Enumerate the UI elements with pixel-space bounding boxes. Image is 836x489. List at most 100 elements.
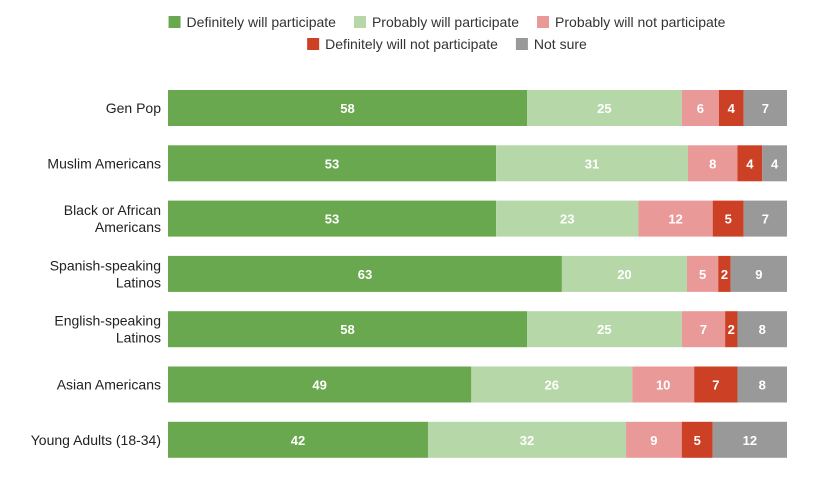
data-label: 42 <box>291 433 305 448</box>
data-label: 53 <box>325 212 339 227</box>
bar-segment-probably-will-not-participate <box>687 145 738 182</box>
legend-item-not-sure: Not sure <box>515 36 587 52</box>
legend-item-definitely-will-not-participate: Definitely will not participate <box>307 36 498 52</box>
bar-segment-definitely-will-not-participate <box>718 255 731 292</box>
category-label-line: English-speaking <box>54 313 161 329</box>
legend-swatch <box>537 16 550 28</box>
data-label: 49 <box>312 378 326 393</box>
bar-segment-definitely-will-not-participate <box>737 145 763 182</box>
category-label-young-adults-18-34: Young Adults (18-34) <box>31 432 161 448</box>
category-labels: Gen Pop Muslim Americans Black or African A… <box>31 100 161 448</box>
legend-swatch <box>353 16 366 28</box>
bar-row-black-or-african-americans: 53 23 12 5 7 <box>168 200 787 237</box>
bar-segment-probably-will-not-participate <box>638 200 713 237</box>
legend-item-definitely-will-participate: Definitely will participate <box>168 14 337 30</box>
bar-segment-definitely-will-participate <box>168 145 497 182</box>
data-label: 32 <box>520 433 534 448</box>
data-label: 7 <box>712 378 719 393</box>
data-label: 12 <box>743 433 757 448</box>
bar-segment-not-sure <box>743 90 787 126</box>
data-label: 12 <box>668 212 682 227</box>
data-label: 5 <box>699 267 706 282</box>
data-label: 9 <box>650 433 657 448</box>
data-label: 63 <box>358 267 372 282</box>
bar-row-muslim-americans: 53 31 8 4 4 <box>168 145 787 182</box>
category-label-muslim-americans: Muslim Americans <box>47 155 161 171</box>
legend-label: Definitely will participate <box>187 14 337 30</box>
bar-segment-definitely-will-participate <box>168 255 562 292</box>
category-label-spanish-speaking-latinos: Spanish-speaking Latinos <box>50 257 161 290</box>
data-label: 5 <box>694 433 701 448</box>
data-label: 26 <box>545 378 559 393</box>
bar-row-gen-pop: 58 25 6 4 7 <box>168 90 787 126</box>
bar-segment-definitely-will-participate <box>168 200 497 237</box>
data-label: 25 <box>597 322 611 337</box>
category-label-line: Americans <box>95 219 161 235</box>
data-label: 53 <box>325 156 339 171</box>
bar-segment-probably-will-not-participate <box>686 255 719 292</box>
data-label: 25 <box>597 101 611 116</box>
legend: Definitely will participate Probably will… <box>168 14 726 52</box>
bar-segment-definitely-will-participate <box>168 311 528 348</box>
data-label: 10 <box>656 378 670 393</box>
legend-label: Definitely will not participate <box>325 36 498 52</box>
bar-segment-not-sure <box>730 255 787 292</box>
data-label: 20 <box>617 267 631 282</box>
legend-item-probably-will-not-participate: Probably will not participate <box>537 14 726 30</box>
bar-segment-definitely-will-participate <box>168 90 528 126</box>
bar-segment-definitely-will-not-participate <box>681 421 713 458</box>
category-label-line: Latinos <box>116 330 161 346</box>
bar-segment-probably-will-not-participate <box>681 311 726 348</box>
legend-swatch <box>168 16 181 28</box>
data-label: 8 <box>759 378 766 393</box>
category-label-line: Muslim Americans <box>47 155 161 171</box>
category-label-english-speaking-latinos: English-speaking Latinos <box>54 313 161 346</box>
legend-label: Not sure <box>534 36 587 52</box>
bars: 58 25 6 4 753 31 8 4 453 23 12 5 763 20 5 2 958 25 7 2 849 26… <box>168 90 787 458</box>
data-label: 5 <box>725 212 732 227</box>
bar-segment-definitely-will-not-participate <box>725 311 738 348</box>
legend-swatch <box>307 38 320 50</box>
legend-swatch <box>515 38 528 50</box>
bar-segment-definitely-will-not-participate <box>712 200 744 237</box>
bar-segment-not-sure <box>737 366 787 403</box>
data-label: 2 <box>728 322 735 337</box>
data-label: 7 <box>700 322 707 337</box>
category-label-black-or-african-americans: Black or African Americans <box>64 202 161 235</box>
bar-segment-definitely-will-participate <box>168 366 472 403</box>
category-label-line: Gen Pop <box>106 100 161 116</box>
bar-segment-definitely-will-not-participate <box>694 366 738 403</box>
category-label-line: Latinos <box>116 274 161 290</box>
data-label: 4 <box>771 156 779 171</box>
category-label-line: Spanish-speaking <box>50 257 161 273</box>
data-label: 31 <box>585 156 599 171</box>
bar-segment-probably-will-not-participate <box>632 366 695 403</box>
data-label: 8 <box>759 322 766 337</box>
bar-row-young-adults-18-34: 42 32 9 5 12 <box>168 421 787 458</box>
data-label: 58 <box>340 101 354 116</box>
bar-row-asian-americans: 49 26 10 7 8 <box>168 366 787 403</box>
data-label: 2 <box>721 267 728 282</box>
legend-label: Probably will participate <box>372 14 519 30</box>
data-label: 4 <box>746 156 754 171</box>
data-label: 7 <box>762 212 769 227</box>
category-label-line: Young Adults (18-34) <box>31 432 161 448</box>
category-label-asian-americans: Asian Americans <box>57 377 161 393</box>
legend-item-probably-will-participate: Probably will participate <box>353 14 519 30</box>
data-label: 9 <box>755 267 762 282</box>
bar-segment-not-sure <box>743 200 787 237</box>
bar-segment-not-sure <box>712 421 787 458</box>
bar-row-spanish-speaking-latinos: 63 20 5 2 9 <box>168 255 787 292</box>
bar-segment-probably-will-not-participate <box>681 90 719 126</box>
bar-segment-definitely-will-participate <box>168 421 428 458</box>
bar-segment-not-sure <box>737 311 787 348</box>
data-label: 58 <box>340 322 354 337</box>
category-label-line: Asian Americans <box>57 377 161 393</box>
bar-segment-probably-will-participate <box>561 255 687 292</box>
bar-segment-probably-will-not-participate <box>626 421 682 458</box>
bar-row-english-speaking-latinos: 58 25 7 2 8 <box>168 311 787 348</box>
data-label: 6 <box>697 101 704 116</box>
data-label: 4 <box>728 101 736 116</box>
